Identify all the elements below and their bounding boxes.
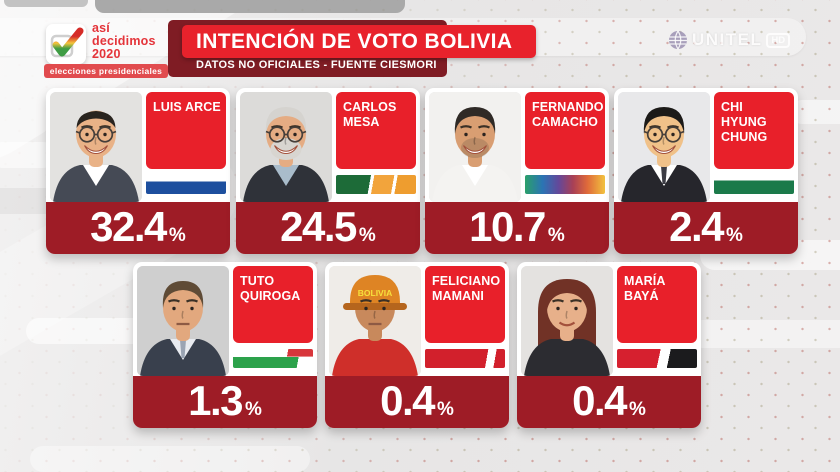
party-flag: [617, 349, 697, 368]
candidate-name: TUTO QUIROGA: [233, 266, 313, 343]
candidate-card: CARLOS MESA 24.5 %: [236, 88, 420, 254]
election-logo-badge: elecciones presidenciales: [44, 64, 168, 78]
election-logo: así decidimos 2020 elecciones presidenci…: [44, 22, 174, 82]
percent-sign: %: [358, 225, 376, 246]
percent-sign: %: [168, 225, 186, 246]
party-flag: [336, 175, 416, 194]
percent-box: 32.4 %: [46, 202, 230, 254]
party-flag: [714, 175, 794, 194]
header-subtitle: DATOS NO OFICIALES - FUENTE CIESMORI: [196, 59, 437, 71]
candidate-name: FERNANDO CAMACHO: [525, 92, 605, 169]
percent-sign: %: [436, 399, 454, 420]
percent-sign: %: [244, 399, 262, 420]
page-title: INTENCIÓN DE VOTO BOLIVIA: [182, 25, 536, 58]
logo-line: decidimos: [92, 34, 156, 48]
channel-name: UNITEL: [692, 30, 763, 49]
candidate-name: FELICIANO MAMANI: [425, 266, 505, 343]
percent-sign: %: [547, 225, 565, 246]
percent-box: 24.5 %: [236, 202, 420, 254]
candidate-card: MARÍA BAYÁ 0.4 %: [517, 262, 701, 428]
percent-value: 0.4: [572, 377, 627, 424]
candidate-name: MARÍA BAYÁ: [617, 266, 697, 343]
channel-logo: UNITEL HD: [668, 30, 791, 50]
election-logo-text: así decidimos 2020: [92, 22, 156, 61]
percent-value: 24.5: [280, 203, 357, 250]
percent-value: 32.4: [90, 203, 167, 250]
candidate-name: LUIS ARCE: [146, 92, 226, 169]
candidate-card: LUIS ARCE 32.4 %: [46, 88, 230, 254]
percent-box: 1.3 %: [133, 376, 317, 428]
percent-value: 10.7: [469, 203, 546, 250]
candidate-name: CHI HYUNG CHUNG: [714, 92, 794, 169]
percent-value: 0.4: [380, 377, 435, 424]
percent-box: 0.4 %: [517, 376, 701, 428]
decor-bar: [26, 318, 146, 344]
percent-box: 10.7 %: [425, 202, 609, 254]
percent-sign: %: [725, 225, 743, 246]
percent-box: 0.4 %: [325, 376, 509, 428]
svg-text:BOLIVIA: BOLIVIA: [358, 288, 392, 298]
candidate-card: TUTO QUIROGA 1.3 %: [133, 262, 317, 428]
party-flag: [146, 175, 226, 194]
candidate-photo: [137, 266, 229, 376]
logo-line: 2020: [92, 47, 121, 61]
decor-bar: [4, 0, 88, 7]
decor-bar: [688, 320, 840, 348]
candidate-photo: [240, 92, 332, 202]
candidate-name: CARLOS MESA: [336, 92, 416, 169]
candidate-card: CHI HYUNG CHUNG 2.4 %: [614, 88, 798, 254]
candidate-card: FERNANDO CAMACHO 10.7 %: [425, 88, 609, 254]
channel-hd-badge: HD: [766, 32, 791, 48]
party-flag: [425, 349, 505, 368]
percent-value: 2.4: [669, 203, 724, 250]
candidate-card: BOLIVIA FELICIANO MAMANI 0.4 %: [325, 262, 509, 428]
candidate-photo: [521, 266, 613, 376]
logo-line: así: [92, 21, 110, 35]
percent-value: 1.3: [188, 377, 243, 424]
candidate-photo: [429, 92, 521, 202]
globe-icon: [668, 30, 688, 50]
candidate-photo: [50, 92, 142, 202]
percent-sign: %: [628, 399, 646, 420]
decor-bar: [95, 0, 405, 13]
decor-bar: [30, 446, 310, 472]
percent-box: 2.4 %: [614, 202, 798, 254]
checkmark-icon: [46, 24, 86, 64]
party-flag: [525, 175, 605, 194]
party-flag: [233, 349, 313, 368]
candidate-photo: BOLIVIA: [329, 266, 421, 376]
candidate-photo: [618, 92, 710, 202]
